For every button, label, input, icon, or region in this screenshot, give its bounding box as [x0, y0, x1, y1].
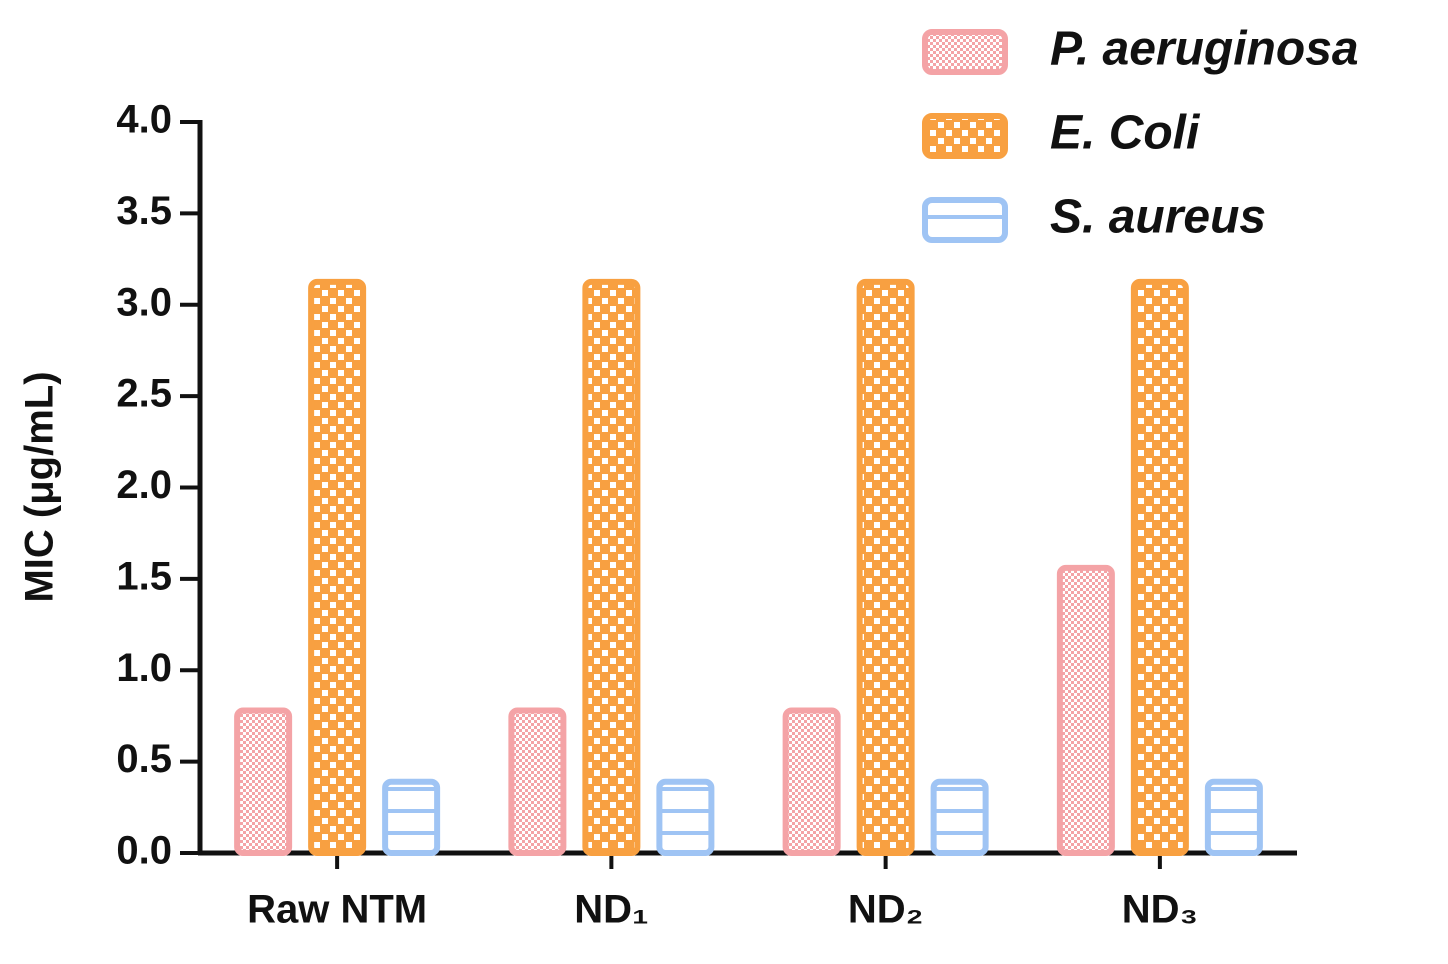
legend-swatch — [922, 197, 1008, 243]
bar — [1204, 778, 1263, 856]
bar — [382, 778, 441, 856]
y-axis-label: MIC (μg/mL) — [18, 371, 62, 602]
bar — [656, 778, 715, 856]
y-tick-label: 3.0 — [116, 280, 172, 324]
y-tick-label: 1.0 — [116, 646, 172, 690]
legend-label: E. Coli — [1050, 107, 1201, 160]
y-tick-label: 0.0 — [116, 829, 172, 873]
bar — [582, 278, 641, 856]
x-tick-label: ND₁ — [574, 888, 648, 932]
bar — [782, 707, 841, 857]
y-tick-label: 1.5 — [116, 554, 172, 598]
y-tick-label: 4.0 — [116, 98, 172, 142]
bar — [234, 707, 293, 857]
bar — [1056, 564, 1115, 856]
bar — [1130, 278, 1189, 856]
legend-swatch — [922, 113, 1008, 159]
y-tick-label: 3.5 — [116, 189, 172, 233]
y-tick-label: 0.5 — [116, 737, 172, 781]
bar — [508, 707, 567, 857]
x-tick-label: ND₂ — [848, 888, 924, 932]
legend-label: S. aureus — [1050, 191, 1266, 244]
x-tick-label: Raw NTM — [247, 888, 427, 932]
y-tick-label: 2.5 — [116, 372, 172, 416]
bar — [930, 778, 989, 856]
bar — [856, 278, 915, 856]
legend-swatch — [922, 29, 1008, 75]
legend-label: P. aeruginosa — [1050, 23, 1359, 76]
y-tick-label: 2.0 — [116, 463, 172, 507]
bar — [308, 278, 367, 856]
x-tick-label: ND₃ — [1122, 888, 1198, 932]
